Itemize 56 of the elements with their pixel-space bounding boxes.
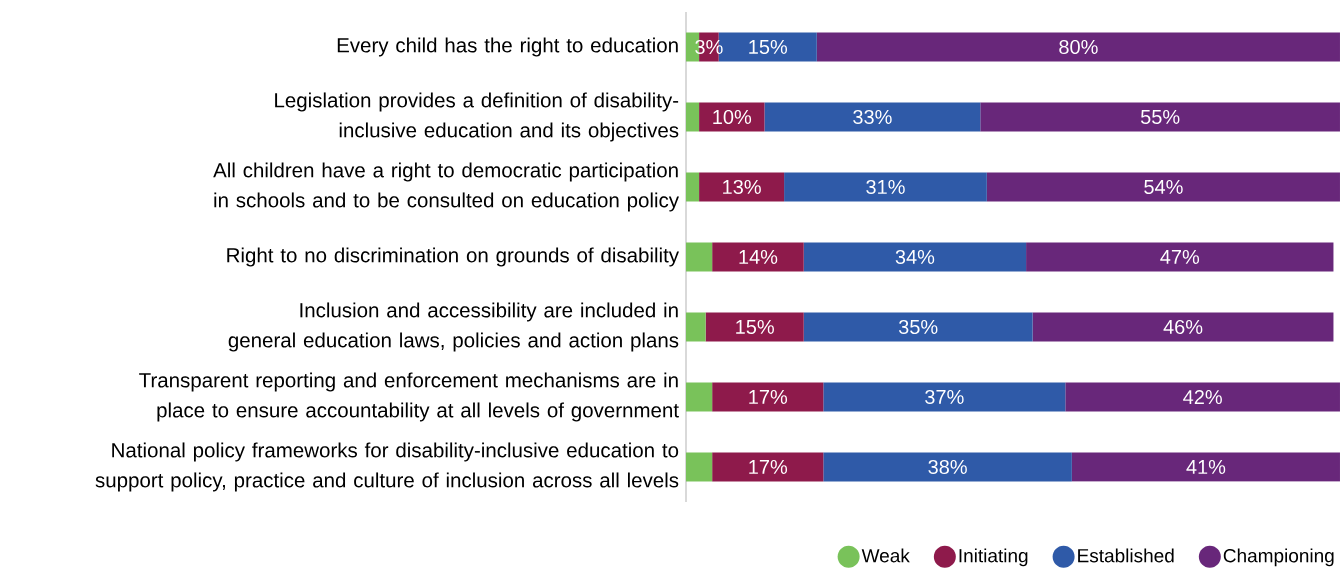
y-tick-label: All children have a right to democratic participation in schools and to be consulted on education policy xyxy=(213,162,679,212)
legend-label: Established xyxy=(1078,548,1174,563)
bar xyxy=(986,172,1340,202)
data-label: 37% xyxy=(925,389,964,405)
data-label: 34% xyxy=(895,249,935,265)
bar xyxy=(699,172,785,202)
bar xyxy=(712,242,804,272)
legend-label: Initiating xyxy=(959,548,1028,567)
bar xyxy=(712,382,824,412)
bar xyxy=(686,242,713,272)
y-tick-label: Right to no discrimination on grounds of disability xyxy=(227,247,679,267)
data-label: 33% xyxy=(853,109,892,125)
bar xyxy=(1032,312,1334,342)
data-label: 47% xyxy=(1160,249,1200,264)
y-tick-label: Transparent reporting and enforcement mechanisms are in place to ensure accountability at all levels of government xyxy=(139,372,679,422)
data-label: 55% xyxy=(1140,109,1180,125)
data-label: 54% xyxy=(1144,179,1183,195)
data-label: 14% xyxy=(739,249,778,264)
data-label: 15% xyxy=(749,39,788,55)
bar xyxy=(705,312,804,342)
data-label: 46% xyxy=(1163,319,1203,335)
bar xyxy=(686,312,706,342)
bar xyxy=(823,382,1066,412)
bar xyxy=(686,452,713,482)
data-label: 42% xyxy=(1183,389,1222,405)
legend-label: Weak xyxy=(861,548,910,563)
data-label: 80% xyxy=(1059,39,1098,55)
bar xyxy=(816,32,1340,62)
y-tick-label: National policy frameworks for disability-inclusive education to support policy, practice and culture of inclusion across all levels xyxy=(95,442,679,492)
data-label: 31% xyxy=(866,179,905,195)
bar xyxy=(803,242,1027,272)
data-label: 35% xyxy=(898,319,938,335)
data-label: 41% xyxy=(1186,459,1226,474)
bar xyxy=(1026,242,1334,272)
y-tick-label: Every child has the right to education xyxy=(337,37,678,57)
bar xyxy=(686,382,713,412)
bar xyxy=(823,452,1072,482)
bar xyxy=(764,102,981,132)
bar xyxy=(686,172,700,202)
data-label: 17% xyxy=(749,459,788,474)
bar xyxy=(712,452,824,482)
data-label: 38% xyxy=(928,459,967,475)
data-label: 15% xyxy=(736,319,774,335)
y-tick-label: Legislation provides a definition of disability-inclusive education and its objectives xyxy=(275,92,679,142)
bar xyxy=(699,102,765,132)
bar xyxy=(1071,452,1340,482)
y-tick-label: Inclusion and accessibility are included in general education laws, policies and action plans xyxy=(228,302,679,352)
bar xyxy=(686,102,700,132)
data-label: 10% xyxy=(713,109,752,125)
bar xyxy=(784,172,987,202)
legend-label: Championing xyxy=(1223,548,1334,567)
data-label: 13% xyxy=(723,179,761,195)
bar xyxy=(980,102,1340,132)
bar xyxy=(803,312,1033,342)
data-label: 17% xyxy=(749,389,788,404)
bar xyxy=(1065,382,1340,412)
